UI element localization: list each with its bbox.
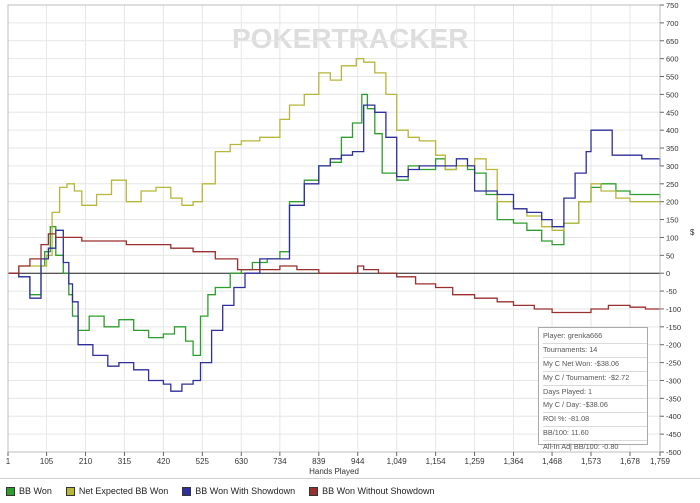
stat-tournaments: Tournaments: 14: [543, 342, 647, 357]
legend-item-with-showdown[interactable]: BB Won With Showdown: [182, 486, 295, 496]
stat-per-day: My C / Day: -$38.06: [543, 398, 647, 412]
stats-panel: Player: grenka666 Tournaments: 14 My C N…: [538, 327, 648, 451]
stat-roi: ROI %: -81.08: [543, 412, 647, 426]
legend-label: BB Won: [19, 486, 52, 496]
stat-net-won: My C Net Won: -$38.06: [543, 356, 647, 371]
y-tick-label: 250: [666, 180, 679, 189]
y-tick-label: 0: [666, 269, 670, 278]
x-tick-label: 1,154: [426, 457, 447, 466]
stat-days-played: Days Played: 1: [543, 384, 647, 399]
stat-player: Player: grenka666: [543, 331, 603, 340]
x-tick-label: 1,468: [542, 457, 563, 466]
y-tick-label: 300: [666, 162, 679, 171]
x-tick-label: 1,678: [620, 457, 641, 466]
series-line-bb-won-without-showdown: [8, 233, 660, 314]
x-tick-label: 944: [351, 457, 365, 466]
y-axis-label: $: [690, 228, 695, 237]
y-tick-label: -350: [666, 394, 681, 403]
legend-label: Net Expected BB Won: [78, 486, 169, 496]
series-line-net-expected-bb-won: [8, 57, 661, 274]
series-line-bb-won-with-showdown: [8, 104, 661, 392]
legend: BB Won Net Expected BB Won BB Won With S…: [0, 478, 700, 503]
y-tick-label: -250: [666, 359, 681, 368]
x-tick-label: 525: [196, 457, 210, 466]
y-tick-label: 450: [666, 108, 679, 117]
y-tick-label: 400: [666, 126, 679, 135]
y-tick-label: -150: [666, 323, 681, 332]
legend-label: BB Won With Showdown: [195, 486, 296, 496]
x-tick-label: 1: [6, 457, 11, 466]
x-tick-label: 1,573: [581, 457, 602, 466]
y-tick-label: -300: [666, 376, 681, 385]
y-tick-label: -50: [666, 287, 677, 296]
x-tick-label: 1,259: [465, 457, 486, 466]
legend-label: BB Won Without Showdown: [322, 486, 435, 496]
x-axis-label: Hands Played: [309, 467, 359, 476]
y-tick-label: 150: [666, 216, 679, 225]
legend-swatch: [309, 486, 319, 496]
legend-swatch: [65, 486, 75, 496]
y-tick-label: -200: [666, 341, 681, 350]
y-tick-label: 650: [666, 37, 679, 46]
x-tick-label: 210: [79, 457, 93, 466]
y-tick-label: -500: [666, 448, 681, 457]
legend-item-without-showdown[interactable]: BB Won Without Showdown: [309, 486, 435, 496]
y-tick-label: 100: [666, 233, 679, 242]
x-tick-label: 630: [235, 457, 249, 466]
legend-item-bb-won[interactable]: BB Won: [6, 486, 52, 496]
x-tick-label: 315: [118, 457, 132, 466]
y-tick-label: 550: [666, 73, 679, 82]
x-tick-label: 839: [312, 457, 326, 466]
y-tick-label: -450: [666, 430, 681, 439]
y-tick-label: 500: [666, 90, 679, 99]
legend-swatch: [6, 486, 15, 496]
legend-swatch: [182, 486, 192, 496]
plot-frame: [7, 4, 661, 453]
stat-per-tournament: My C / Tournament: -$2.72: [543, 370, 647, 385]
x-tick-label: 1,364: [503, 457, 524, 466]
y-tick-label: 50: [666, 251, 674, 260]
y-tick-label: 700: [666, 19, 679, 28]
y-tick-label: -400: [666, 412, 681, 421]
svg-text:POKERTRACKER: POKERTRACKER: [232, 23, 468, 54]
x-tick-label: 734: [273, 457, 287, 466]
x-tick-label: 1,759: [650, 457, 671, 466]
y-tick-label: 350: [666, 144, 679, 153]
y-tick-label: 200: [666, 198, 679, 207]
watermark: POKERTRACKER: [232, 23, 468, 54]
stat-bb100: BB/100: 11.60: [543, 426, 647, 440]
x-tick-label: 105: [40, 457, 54, 466]
x-tick-label: 420: [157, 457, 171, 466]
legend-item-net-expected[interactable]: Net Expected BB Won: [65, 486, 169, 496]
y-tick-label: -100: [666, 305, 681, 314]
y-tick-label: 600: [666, 55, 679, 64]
stat-allin-bb100: All-In Adj BB/100: -0.80: [543, 440, 647, 454]
x-tick-label: 1,049: [387, 457, 408, 466]
y-tick-label: 750: [666, 1, 679, 10]
